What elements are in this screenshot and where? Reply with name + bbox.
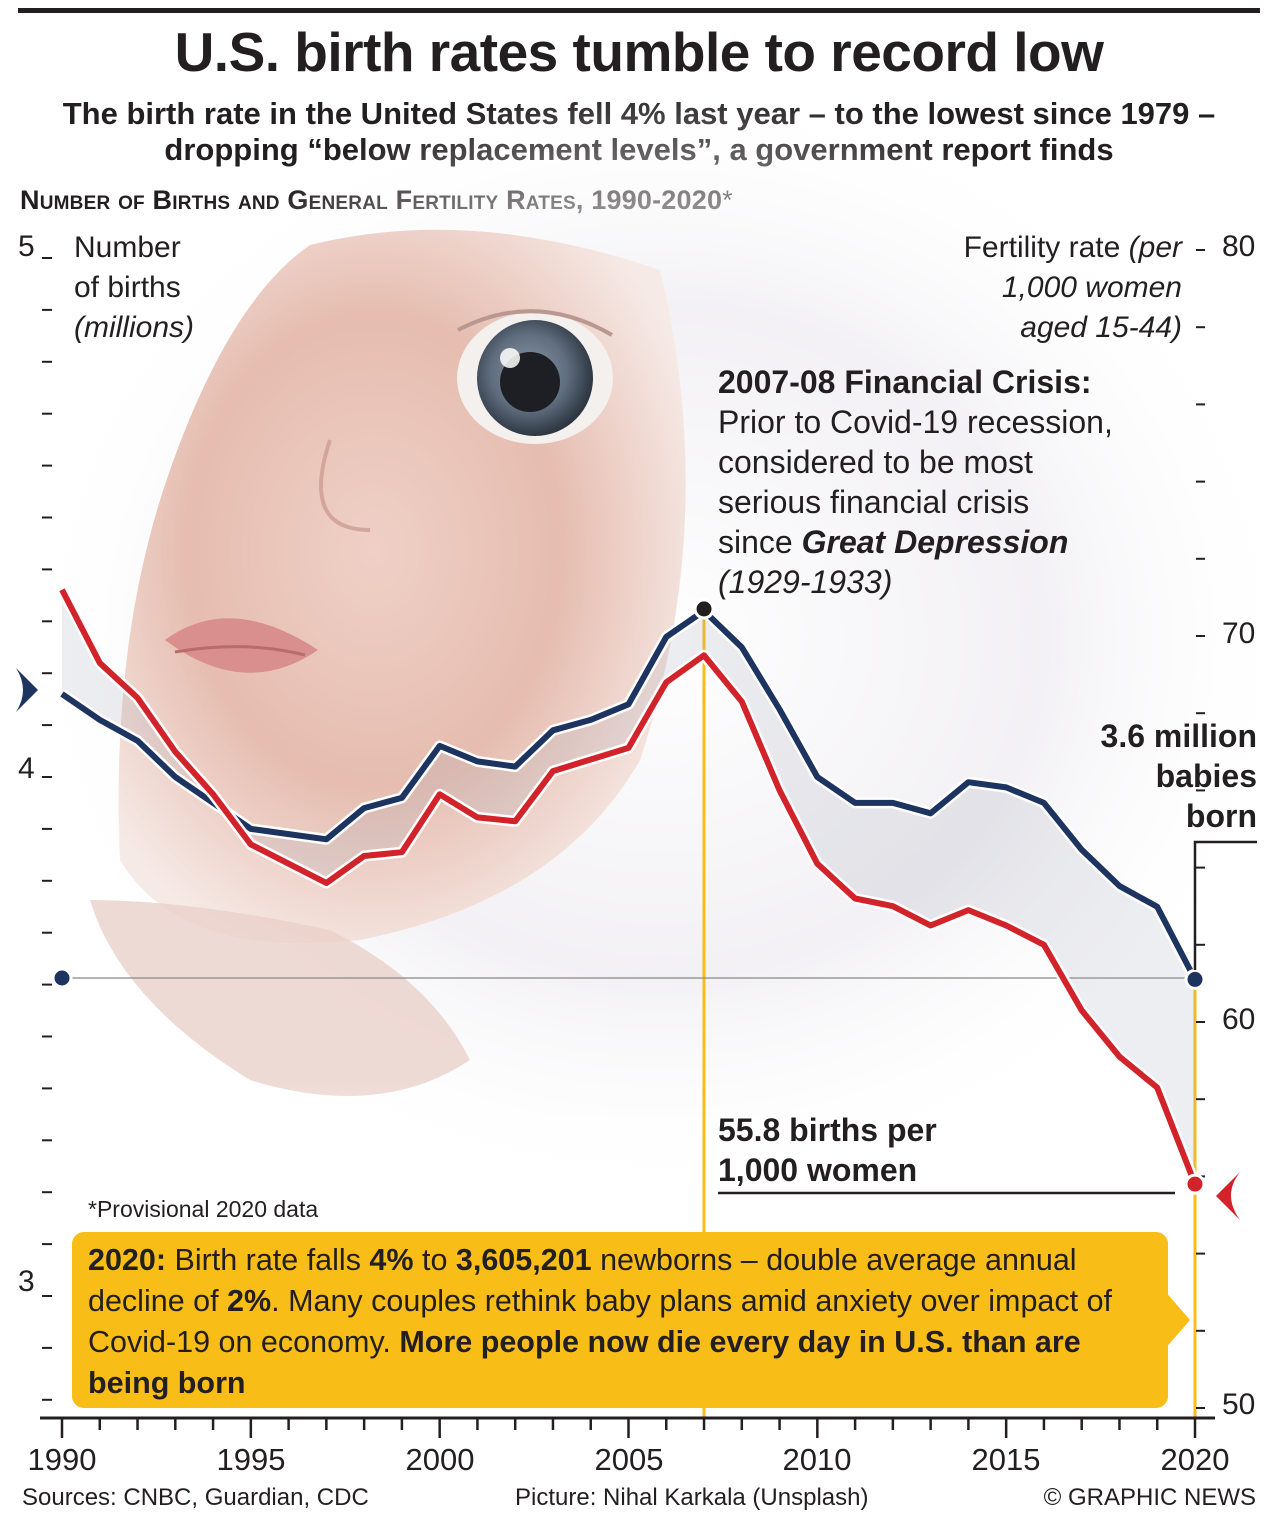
right-minor-ticks <box>1196 249 1205 1409</box>
left-minor-ticks <box>42 257 52 1401</box>
left-tick-4: 4 <box>18 752 35 785</box>
births-end-label-line3: born <box>1185 798 1257 834</box>
sources: Sources: CNBC, Guardian, CDC <box>22 1484 369 1511</box>
fertility-series-line <box>59 588 1198 1186</box>
births-axis-pointer <box>16 668 38 712</box>
left-tick-5: 5 <box>18 230 35 263</box>
right-axis-title: Fertility rate (per 1,000 women aged 15-… <box>964 228 1182 348</box>
right-axis-title-line3: aged 15-44) <box>1020 311 1182 344</box>
top-rule <box>18 8 1260 13</box>
crisis-line4: since Great Depression <box>718 524 1069 560</box>
rate-end-label-line1: 55.8 births per <box>718 1112 937 1148</box>
rate-end-label: 55.8 births per 1,000 women <box>718 1110 937 1190</box>
page-title: U.S. birth rates tumble to record low <box>174 21 1104 83</box>
crisis-line1: Prior to Covid-19 recession, <box>718 404 1113 440</box>
x-tick-marks <box>60 1418 1197 1438</box>
rate-end-label-line2: 1,000 women <box>718 1152 918 1188</box>
births-end-label-line1: 3.6 million <box>1100 718 1257 754</box>
x-tick-1990: 1990 <box>27 1442 97 1477</box>
crisis-line5: (1929-1933) <box>718 564 893 600</box>
crisis-peak-point <box>693 598 715 620</box>
x-tick-2005: 2005 <box>594 1442 664 1477</box>
births-label-leader <box>1193 840 1257 970</box>
right-tick-50: 50 <box>1222 1388 1256 1421</box>
crisis-line2: considered to be most <box>718 444 1033 480</box>
fertility-end-point <box>1184 1173 1206 1195</box>
right-axis-title-line2: 1,000 women <box>1001 271 1182 304</box>
callout-pointer <box>1164 1290 1190 1350</box>
births-end-point <box>1184 968 1206 990</box>
x-tick-2015: 2015 <box>971 1442 1041 1477</box>
baby-photo <box>0 80 1278 1230</box>
left-tick-3: 3 <box>18 1265 35 1298</box>
x-tick-2000: 2000 <box>405 1442 475 1477</box>
left-axis-title-line3: (millions) <box>74 311 194 344</box>
left-axis-title-line1: Number <box>74 231 181 264</box>
left-axis-title: Number of births (millions) <box>74 228 194 348</box>
x-tick-2020: 2020 <box>1160 1442 1230 1477</box>
births-start-point <box>51 967 73 989</box>
right-tick-80: 80 <box>1222 230 1256 263</box>
births-end-label: 3.6 million babies born <box>1101 716 1257 836</box>
right-tick-70: 70 <box>1222 617 1256 650</box>
crisis-line3: serious financial crisis <box>718 484 1030 520</box>
births-end-label-line2: babies <box>1155 758 1257 794</box>
crisis-annotation: 2007-08 Financial Crisis: Prior to Covid… <box>718 362 1113 602</box>
x-tick-2010: 2010 <box>782 1442 852 1477</box>
left-axis-title-line2: of births <box>74 271 181 304</box>
right-tick-60: 60 <box>1222 1003 1256 1036</box>
crisis-heading: 2007-08 Financial Crisis: <box>718 364 1092 400</box>
callout-box: 2020: Birth rate falls 4% to 3,605,201 n… <box>72 1232 1168 1408</box>
footnote: *Provisional 2020 data <box>88 1196 319 1222</box>
x-tick-1995: 1995 <box>216 1442 286 1477</box>
fertility-axis-pointer <box>1216 1172 1240 1220</box>
graphic-credit: © GRAPHIC NEWS <box>1043 1484 1256 1511</box>
right-axis-title-line1: Fertility rate (per <box>963 231 1182 264</box>
births-series-line <box>60 607 1198 981</box>
picture-credit: Picture: Nihal Karkala (Unsplash) <box>515 1484 869 1511</box>
